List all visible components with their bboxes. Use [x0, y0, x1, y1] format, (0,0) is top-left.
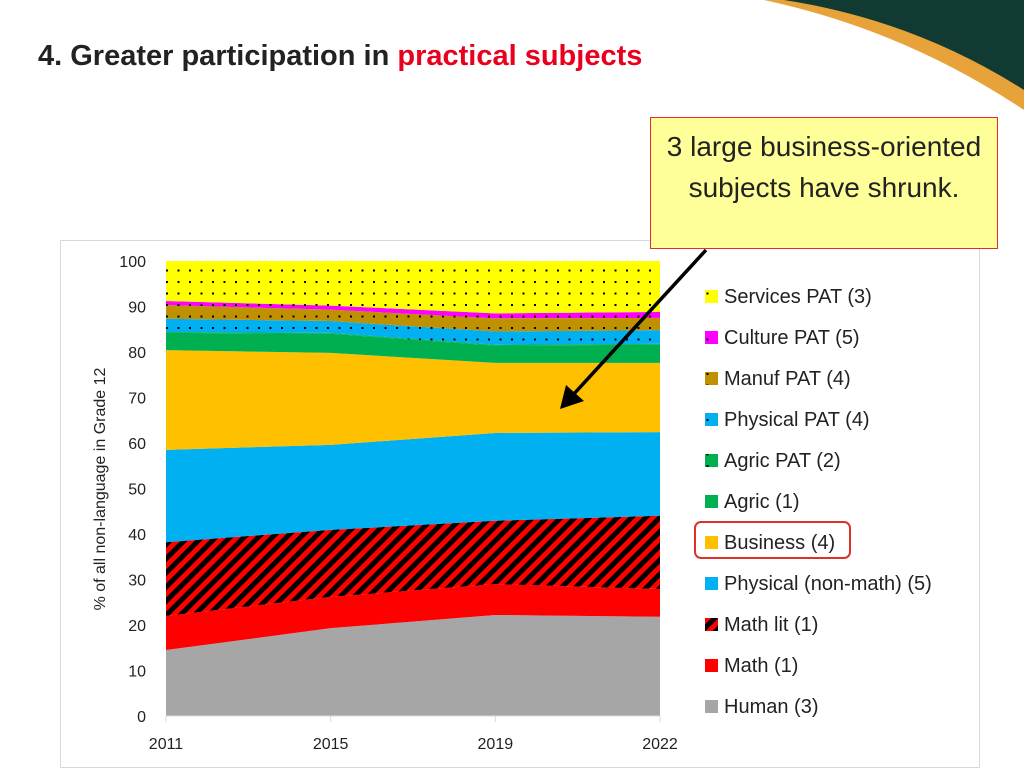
legend-swatch-pattern [705, 618, 718, 631]
legend-item-culture-pat: Culture PAT (5) [705, 327, 860, 349]
legend-label: Physical (non-math) (5) [724, 573, 932, 595]
legend-label: Agric (1) [724, 491, 800, 513]
area-pattern-physical-pat [166, 318, 660, 345]
y-tick-label: 10 [128, 664, 146, 681]
y-tick-label: 20 [128, 618, 146, 635]
x-tick-label: 2015 [313, 736, 349, 753]
y-axis-label: % of all non-language in Grade 12 [92, 367, 109, 610]
y-tick-label: 90 [128, 300, 146, 317]
y-tick-label: 60 [128, 436, 146, 453]
legend-label: Math lit (1) [724, 614, 818, 636]
legend-item-agric-pat: Agric PAT (2) [705, 450, 841, 472]
legend-swatch-pattern [705, 290, 718, 303]
legend-label: Services PAT (3) [724, 286, 872, 308]
area-agric [166, 332, 660, 363]
legend-item-business: Business (4) [694, 521, 851, 559]
x-tick-label: 2022 [642, 736, 678, 753]
legend-item-math: Math (1) [705, 655, 798, 677]
legend-item-services-pat: Services PAT (3) [705, 286, 872, 308]
legend-label: Business (4) [724, 532, 835, 554]
y-tick-label: 80 [128, 345, 146, 362]
legend-item-physical-non-math: Physical (non-math) (5) [705, 573, 932, 595]
y-tick-label: 40 [128, 527, 146, 544]
y-tick-label: 50 [128, 482, 146, 499]
legend-swatch [705, 495, 718, 508]
area-business [166, 350, 660, 450]
y-tick-label: 0 [137, 709, 146, 726]
legend-swatch-pattern [705, 372, 718, 385]
legend-swatch [705, 659, 718, 672]
y-tick-label: 70 [128, 391, 146, 408]
area-pattern-services-pat [166, 261, 660, 314]
legend-item-manuf-pat: Manuf PAT (4) [705, 368, 851, 390]
legend-item-math-lit: Math lit (1) [705, 614, 818, 636]
legend-label: Math (1) [724, 655, 798, 677]
x-tick-label: 2011 [149, 736, 184, 753]
legend-swatch [705, 700, 718, 713]
area-human [166, 614, 660, 716]
legend-label: Human (3) [724, 696, 818, 718]
legend-swatch [705, 577, 718, 590]
legend-swatch-pattern [705, 413, 718, 426]
legend-item-agric: Agric (1) [705, 491, 800, 513]
callout-box: 3 large business-oriented subjects have … [650, 117, 998, 249]
y-tick-label: 30 [128, 573, 146, 590]
callout-text: 3 large business-oriented subjects have … [666, 131, 982, 203]
decorative-swoosh [764, 0, 1024, 110]
x-tick-label: 2019 [478, 736, 514, 753]
legend-swatch [705, 536, 718, 549]
area-pattern-math-lit [166, 515, 660, 616]
legend-label: Culture PAT (5) [724, 327, 860, 349]
legend-item-physical-pat: Physical PAT (4) [705, 409, 870, 431]
legend-label: Agric PAT (2) [724, 450, 841, 472]
y-tick-label: 100 [119, 254, 146, 271]
area-pattern-culture-pat [166, 301, 660, 319]
legend-swatch-pattern [705, 331, 718, 344]
legend-label: Physical PAT (4) [724, 409, 870, 431]
area-pattern-manuf-pat [166, 305, 660, 332]
area-math [166, 584, 660, 651]
legend-highlight-box [694, 521, 851, 559]
area-physical-non-math [166, 432, 660, 543]
legend-label: Manuf PAT (4) [724, 368, 851, 390]
page-title: 4. Greater participation in practical su… [38, 40, 643, 72]
legend-swatch-pattern [705, 454, 718, 467]
legend-item-human: Human (3) [705, 696, 818, 718]
